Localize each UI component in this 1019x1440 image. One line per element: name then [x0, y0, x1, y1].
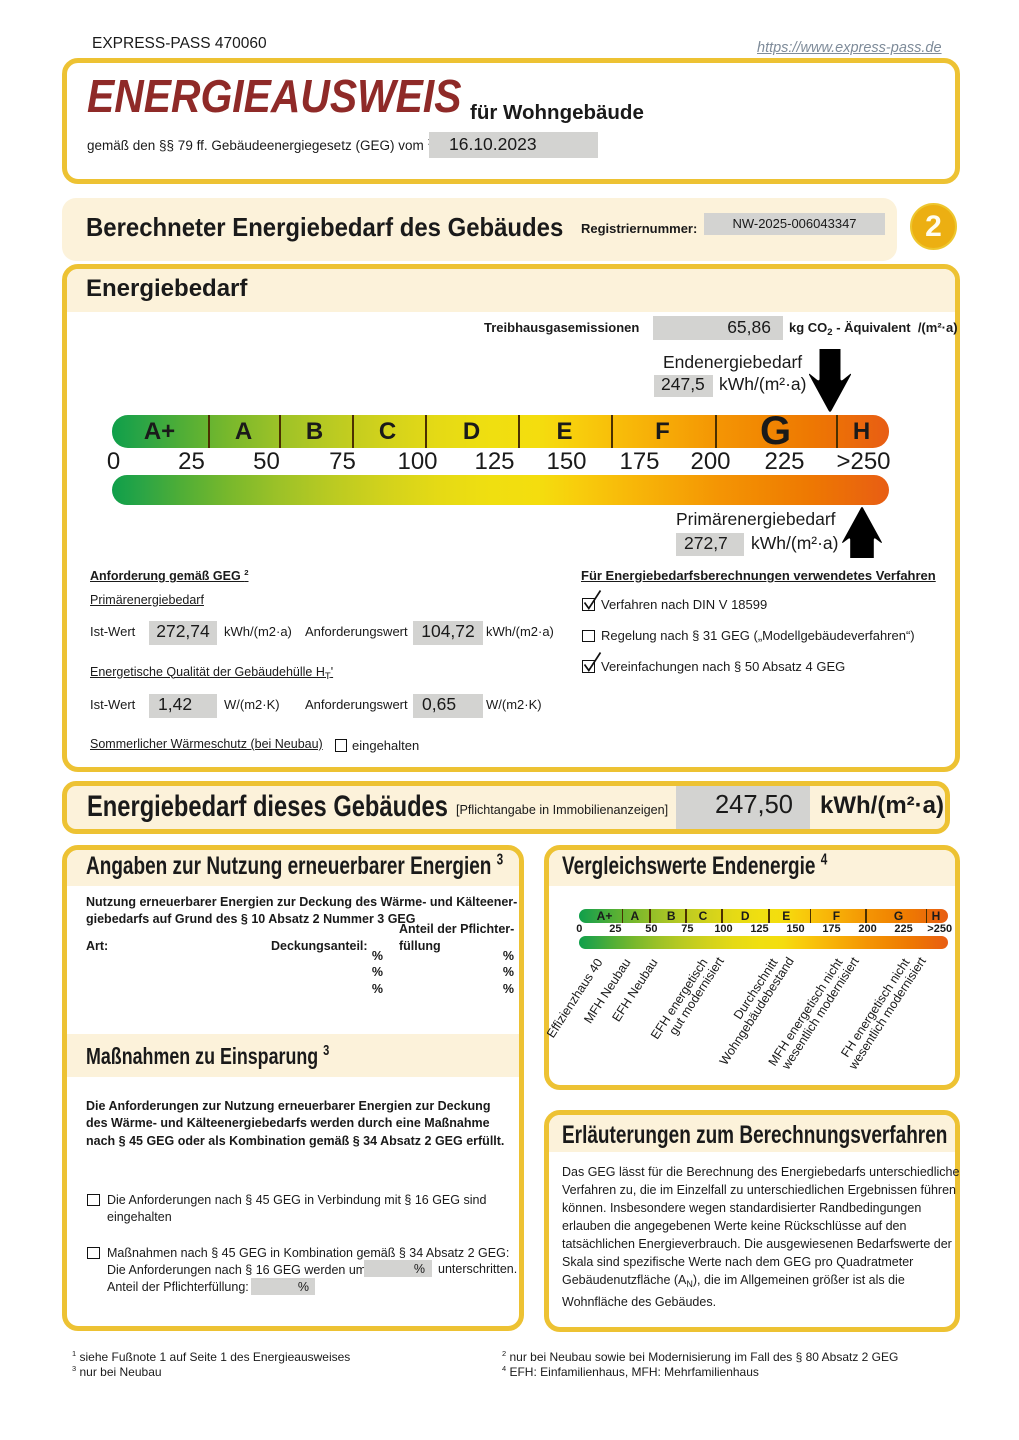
svg-text:wesentlich modernisiert: wesentlich modernisiert [845, 954, 929, 1072]
